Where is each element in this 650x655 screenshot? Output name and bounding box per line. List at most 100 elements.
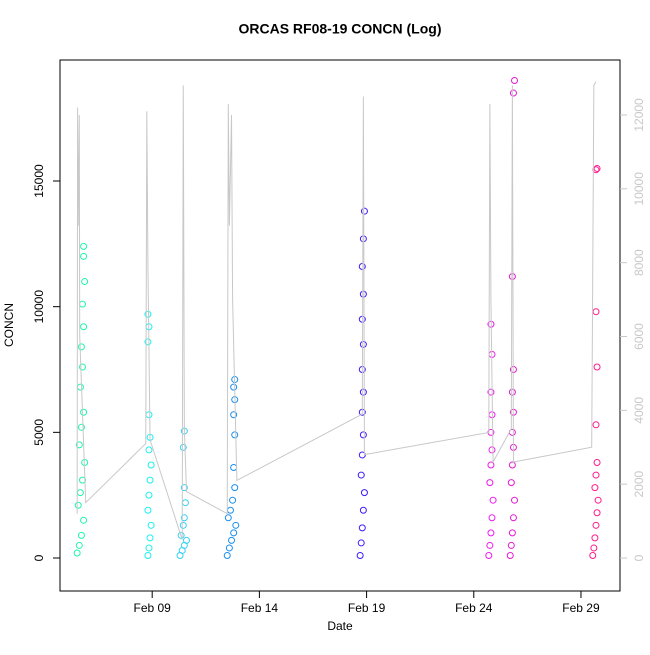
point — [592, 421, 600, 429]
point — [589, 551, 597, 559]
point — [230, 411, 238, 419]
point — [592, 471, 600, 479]
point — [511, 496, 519, 504]
point — [508, 461, 516, 469]
point — [146, 534, 154, 542]
x-tick-label: Feb 29 — [562, 601, 600, 615]
point — [486, 479, 494, 487]
point — [80, 252, 88, 260]
point — [77, 531, 85, 539]
point — [591, 534, 599, 542]
point — [177, 531, 185, 539]
point — [144, 310, 152, 318]
point — [506, 551, 514, 559]
point — [356, 551, 364, 559]
point — [486, 541, 494, 549]
point — [145, 446, 153, 454]
point — [487, 388, 495, 396]
point — [80, 323, 88, 331]
point — [147, 461, 155, 469]
point — [359, 388, 367, 396]
point — [144, 551, 152, 559]
point — [592, 308, 600, 316]
x-tick-label: Feb 09 — [134, 601, 172, 615]
point — [591, 484, 599, 492]
point — [182, 536, 190, 544]
y2-tick-label: 10000 — [632, 172, 646, 206]
point — [76, 489, 84, 497]
point — [508, 273, 516, 281]
point — [79, 363, 87, 371]
point — [360, 207, 368, 215]
point — [224, 514, 232, 522]
point — [232, 521, 240, 529]
point — [147, 521, 155, 529]
y2-tick-label: 4000 — [632, 397, 646, 424]
point — [359, 431, 367, 439]
point — [76, 383, 84, 391]
y2-tick-label: 6000 — [632, 323, 646, 350]
x-axis-label: Date — [327, 619, 353, 633]
point — [485, 551, 493, 559]
point — [489, 496, 497, 504]
secondary-line — [76, 81, 597, 540]
point — [359, 340, 367, 348]
point — [360, 489, 368, 497]
point — [179, 443, 187, 451]
y-axis-label: CONCN — [2, 303, 16, 347]
point — [508, 388, 516, 396]
point — [590, 544, 598, 552]
x-tick-label: Feb 24 — [455, 601, 493, 615]
point — [508, 529, 516, 537]
point — [509, 514, 517, 522]
point — [145, 411, 153, 419]
chart-title: ORCAS RF08-19 CONCN (Log) — [238, 21, 441, 37]
point — [75, 441, 83, 449]
point — [226, 506, 234, 514]
point — [231, 431, 239, 439]
point — [593, 458, 601, 466]
point — [74, 501, 82, 509]
point — [359, 506, 367, 514]
point — [144, 338, 152, 346]
point — [229, 496, 237, 504]
x-tick-label: Feb 19 — [348, 601, 386, 615]
point — [73, 549, 81, 557]
point — [145, 544, 153, 552]
y2-tick-label: 2000 — [632, 470, 646, 497]
point — [79, 300, 87, 308]
point — [77, 423, 85, 431]
point — [80, 408, 88, 416]
point — [225, 544, 233, 552]
y-tick-label: 0 — [32, 554, 46, 561]
point — [180, 484, 188, 492]
point — [180, 514, 188, 522]
y2-tick-label: 12000 — [632, 98, 646, 132]
point — [593, 509, 601, 517]
point — [179, 521, 187, 529]
point — [357, 471, 365, 479]
plot-frame — [59, 59, 621, 592]
point — [146, 476, 154, 484]
point — [509, 89, 517, 97]
point — [77, 343, 85, 351]
point — [80, 516, 88, 524]
point — [81, 278, 89, 286]
point — [80, 242, 88, 250]
y-tick-label: 5000 — [32, 419, 46, 446]
point — [230, 383, 238, 391]
point — [511, 76, 519, 84]
point — [359, 290, 367, 298]
point — [507, 541, 515, 549]
y-tick-label: 15000 — [32, 164, 46, 198]
point — [228, 536, 236, 544]
point — [594, 496, 602, 504]
point — [592, 521, 600, 529]
point — [145, 491, 153, 499]
y2-tick-label: 0 — [632, 554, 646, 561]
point — [593, 363, 601, 371]
point — [487, 529, 495, 537]
point — [593, 164, 601, 172]
point — [507, 479, 515, 487]
